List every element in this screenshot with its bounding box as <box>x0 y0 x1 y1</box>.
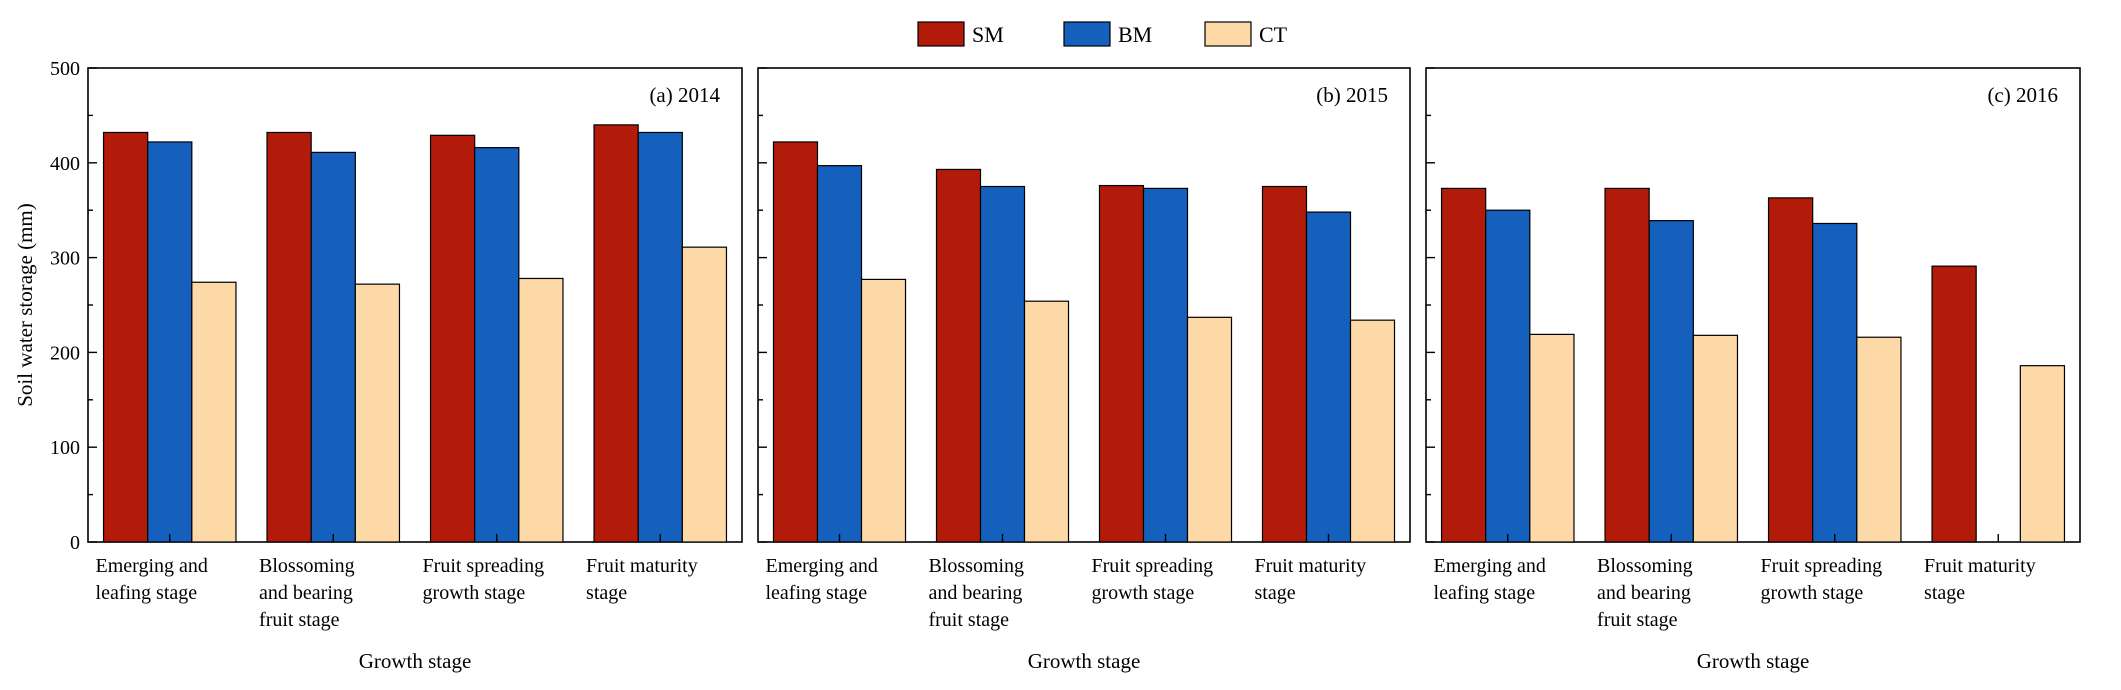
panel-3-bar-bm <box>1648 220 1694 543</box>
x-category-label: and bearing <box>928 582 1022 604</box>
y-tick-label: 200 <box>50 342 80 364</box>
panel-1-bar-bm <box>310 151 356 543</box>
panel-2-tag: (b) 2015 <box>1316 83 1388 107</box>
x-category-label: Blossoming <box>259 555 355 577</box>
x-category-label: Emerging and <box>96 555 208 577</box>
panel-3-bar-ct <box>2019 365 2066 543</box>
panel-3-bar-bm <box>1812 222 1858 543</box>
panel-1-bar-sm <box>429 134 476 543</box>
panel-3-bar-sm <box>1931 265 1977 543</box>
x-category-label: fruit stage <box>1597 609 1678 631</box>
panel-3-bar-sm <box>1440 187 1487 543</box>
legend-label-ct: CT <box>1259 22 1288 47</box>
panel-3-bar-ct <box>1692 334 1739 543</box>
panel-1-bar-sm <box>593 124 639 543</box>
x-category-label: Fruit spreading <box>423 555 545 577</box>
x-category-label: growth stage <box>1761 582 1864 604</box>
x-category-label: leafing stage <box>1434 582 1536 604</box>
panel-1-bar-sm <box>266 131 312 543</box>
y-tick-label: 100 <box>50 437 80 459</box>
panel-2-bar-sm <box>935 168 982 543</box>
panel-2-bar-sm <box>772 141 819 543</box>
legend-swatch-sm <box>917 21 965 47</box>
panel-3-bar-sm <box>1767 197 1814 543</box>
x-category-label: and bearing <box>259 582 353 604</box>
x-category-label: and bearing <box>1597 582 1691 604</box>
panel-1-tag: (a) 2014 <box>649 83 720 107</box>
panel-3-x-axis-title: Growth stage <box>1697 649 1810 673</box>
x-category-label: leafing stage <box>765 582 867 604</box>
panel-1-bar-ct <box>518 277 564 543</box>
x-category-label: growth stage <box>423 582 526 604</box>
panel-1-bar-sm <box>102 131 149 543</box>
panel-2-bar-sm <box>1261 185 1308 543</box>
panel-2-bar-bm <box>1142 187 1189 543</box>
x-category-label: Fruit maturity <box>1254 555 1366 577</box>
panel-2-bar-ct <box>1023 300 1070 543</box>
panel-2-bar-bm <box>979 185 1026 543</box>
legend-swatch-ct <box>1204 21 1252 47</box>
x-category-label: stage <box>1254 582 1295 604</box>
panel-3-tag: (c) 2016 <box>1987 83 2058 107</box>
panel-1-bar-ct <box>354 283 401 543</box>
panel-1-bar-bm <box>637 131 683 543</box>
x-category-label: Fruit spreading <box>1761 555 1883 577</box>
y-tick-label: 500 <box>50 58 80 80</box>
panel-2-bar-sm <box>1098 184 1145 543</box>
panel-1-bar-bm <box>147 141 193 543</box>
panel-2-bar-ct <box>860 278 907 543</box>
x-category-label: Emerging and <box>765 555 877 577</box>
x-category-label: Fruit maturity <box>586 555 698 577</box>
x-category-label: Emerging and <box>1434 555 1546 577</box>
panel-2-bar-ct <box>1349 319 1396 543</box>
x-category-label: Fruit spreading <box>1091 555 1213 577</box>
x-category-label: fruit stage <box>928 609 1009 631</box>
legend-swatch-bm <box>1063 21 1111 47</box>
x-category-label: leafing stage <box>96 582 198 604</box>
legend-label-bm: BM <box>1118 22 1152 47</box>
panel-1-bar-bm <box>474 147 520 543</box>
panel-1-x-axis-title: Growth stage <box>359 649 472 673</box>
x-category-label: stage <box>1924 582 1965 604</box>
x-category-label: stage <box>586 582 627 604</box>
x-category-label: fruit stage <box>259 609 340 631</box>
panel-3-bar-sm <box>1604 187 1650 543</box>
panel-1-bar-ct <box>191 281 237 543</box>
panel-2-bar-bm <box>1305 211 1352 543</box>
x-category-label: Fruit maturity <box>1924 555 2036 577</box>
panel-3-bar-bm <box>1485 209 1531 543</box>
panel-2-x-axis-title: Growth stage <box>1028 649 1141 673</box>
panel-2-bar-bm <box>816 165 863 543</box>
y-axis-title: Soil water storage (mm) <box>13 203 37 407</box>
panel-1-bar-ct <box>681 246 728 543</box>
panel-3-bar-ct <box>1529 333 1575 543</box>
panel-2-bar-ct <box>1186 316 1233 543</box>
y-tick-label: 400 <box>50 153 80 175</box>
y-tick-label: 300 <box>50 248 80 270</box>
y-tick-label: 0 <box>70 532 80 554</box>
x-category-label: Blossoming <box>928 555 1024 577</box>
x-category-label: Blossoming <box>1597 555 1693 577</box>
legend-label-sm: SM <box>972 22 1004 47</box>
x-category-label: growth stage <box>1091 582 1194 604</box>
panel-3-bar-ct <box>1856 336 1902 543</box>
